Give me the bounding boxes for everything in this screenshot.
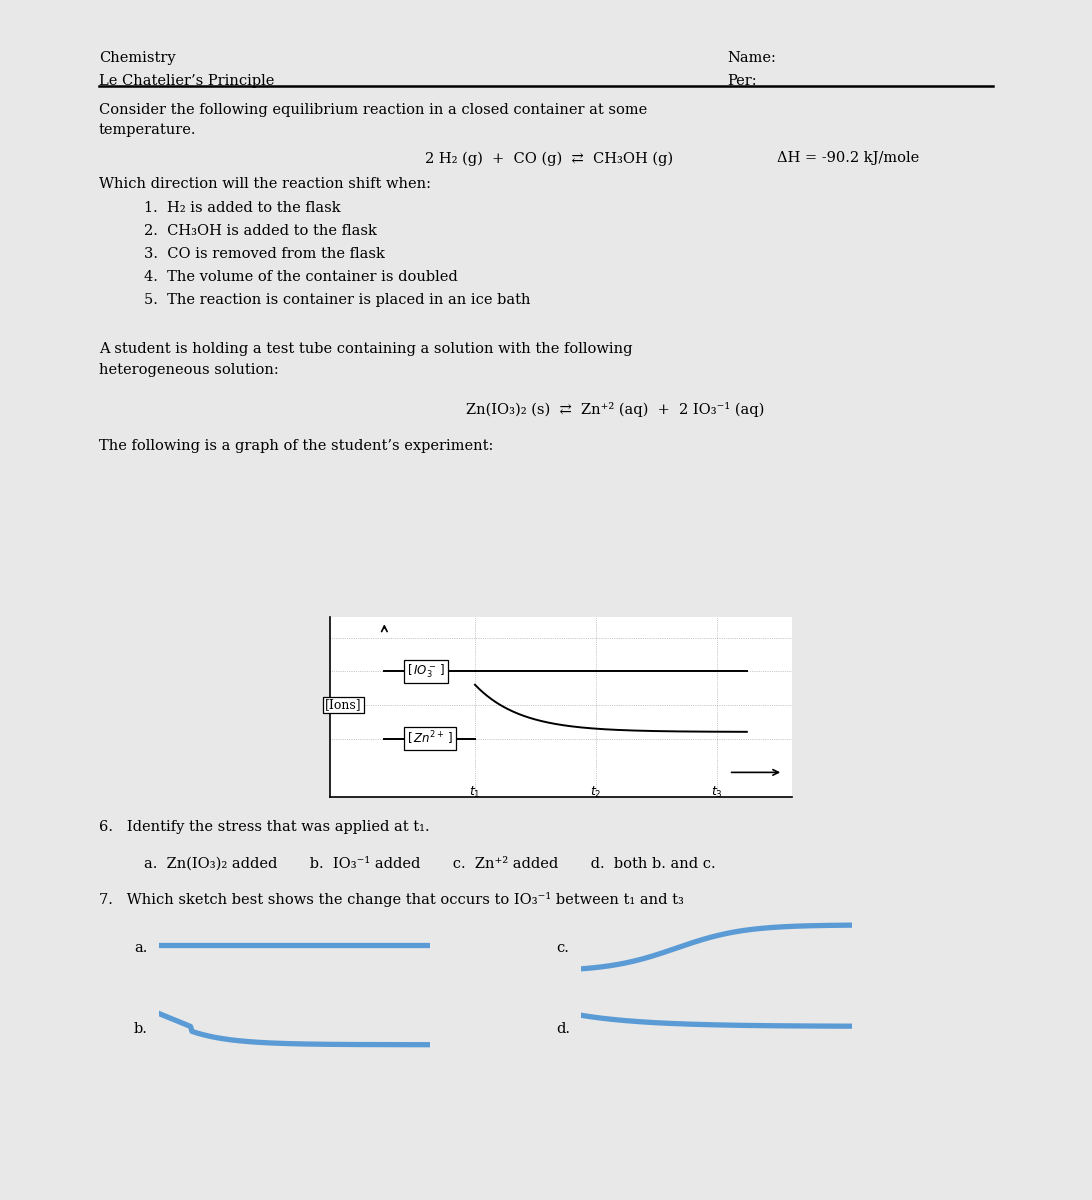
Text: Per:: Per: [727,73,757,88]
Text: ΔH = -90.2 kJ/mole: ΔH = -90.2 kJ/mole [778,151,919,166]
Text: A student is holding a test tube containing a solution with the following: A student is holding a test tube contain… [99,342,632,356]
Text: Le Chatelier’s Principle: Le Chatelier’s Principle [99,73,274,88]
Text: $t_1$: $t_1$ [470,785,480,799]
Text: a.: a. [134,941,147,955]
Text: 2.  CH₃OH is added to the flask: 2. CH₃OH is added to the flask [144,224,377,238]
Text: b.: b. [134,1022,149,1036]
Text: Chemistry: Chemistry [99,50,176,65]
Text: heterogeneous solution:: heterogeneous solution: [99,362,278,377]
Text: The following is a graph of the student’s experiment:: The following is a graph of the student’… [99,439,494,454]
Text: [Ions]: [Ions] [325,698,361,712]
Text: 5.  The reaction is container is placed in an ice bath: 5. The reaction is container is placed i… [144,294,531,307]
Text: 1.  H₂ is added to the flask: 1. H₂ is added to the flask [144,200,341,215]
Text: 3.  CO is removed from the flask: 3. CO is removed from the flask [144,247,385,262]
Text: $[\,Zn^{2+}\,]$: $[\,Zn^{2+}\,]$ [407,730,453,748]
Text: Zn(IO₃)₂ (s)  ⇄  Zn⁺² (aq)  +  2 IO₃⁻¹ (aq): Zn(IO₃)₂ (s) ⇄ Zn⁺² (aq) + 2 IO₃⁻¹ (aq) [465,402,764,418]
Text: $t_3$: $t_3$ [711,785,723,799]
Text: a.  Zn(IO₃)₂ added       b.  IO₃⁻¹ added       c.  Zn⁺² added       d.  both b. : a. Zn(IO₃)₂ added b. IO₃⁻¹ added c. Zn⁺²… [144,857,715,871]
Text: 4.  The volume of the container is doubled: 4. The volume of the container is double… [144,270,458,284]
Text: Name:: Name: [727,50,775,65]
Text: temperature.: temperature. [99,124,197,137]
Text: 6.   Identify the stress that was applied at t₁.: 6. Identify the stress that was applied … [99,820,429,834]
Text: c.: c. [556,941,569,955]
Text: d.: d. [556,1022,570,1036]
Text: $t_2$: $t_2$ [590,785,602,799]
Text: Consider the following equilibrium reaction in a closed container at some: Consider the following equilibrium react… [99,102,648,116]
Text: 2 H₂ (g)  +  CO (g)  ⇄  CH₃OH (g): 2 H₂ (g) + CO (g) ⇄ CH₃OH (g) [426,151,674,166]
Text: Which direction will the reaction shift when:: Which direction will the reaction shift … [99,176,431,191]
Text: 7.   Which sketch best shows the change that occurs to IO₃⁻¹ between t₁ and t₃: 7. Which sketch best shows the change th… [99,892,684,906]
Text: $[\,IO_3^-\,]$: $[\,IO_3^-\,]$ [407,662,446,680]
